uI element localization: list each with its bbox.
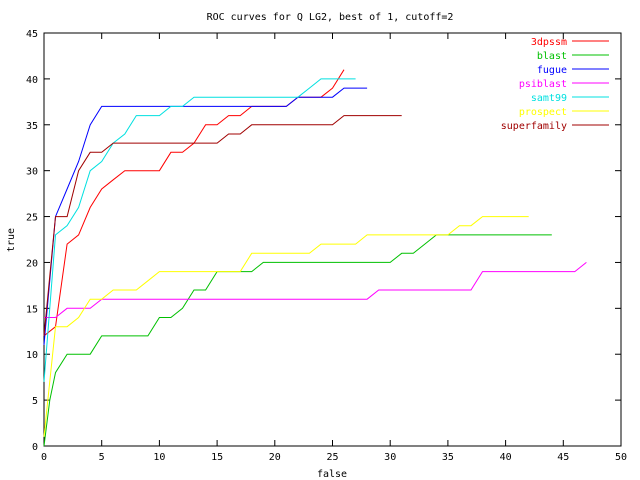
x-tick-label: 10 [153,452,165,463]
series-line-blast [43,234,552,447]
series-line-fugue [43,87,368,346]
x-tick-label: 5 [99,452,105,463]
x-tick-label: 50 [615,452,627,463]
x-tick-label: 25 [326,452,338,463]
series-line-superfamily [43,115,402,336]
legend-label-superfamily: superfamily [501,121,567,132]
x-axis-label: false [317,469,347,480]
series-line-3dpssm [43,69,345,337]
series-line-samt99 [43,78,356,382]
y-tick-label: 30 [26,167,38,178]
legend-label-psiblast: psiblast [519,79,567,90]
x-tick-label: 20 [269,452,281,463]
x-axis: 0 5 10 15 20 25 30 35 40 45 50 [41,33,627,463]
series-line-prospect [43,216,529,437]
x-tick-label: 30 [384,452,396,463]
y-tick-label: 45 [26,29,38,40]
y-tick-label: 0 [32,442,38,453]
chart-title: ROC curves for Q LG2, best of 1, cutoff=… [207,12,454,23]
series-line-psiblast [44,262,587,318]
y-tick-label: 15 [26,304,38,315]
y-tick-label: 20 [26,258,38,269]
y-axis-label: true [6,228,17,252]
legend: 3dpssm blast fugue psiblast samt99 prospect su… [501,37,609,132]
series-lines [43,69,587,447]
x-tick-label: 35 [442,452,454,463]
y-axis: 0 5 10 15 20 25 30 35 40 45 [26,29,621,453]
legend-label-samt99: samt99 [531,93,567,104]
y-tick-label: 5 [32,396,38,407]
legend-label-3dpssm: 3dpssm [531,37,567,48]
x-tick-label: 40 [500,452,512,463]
x-tick-label: 45 [557,452,569,463]
legend-label-blast: blast [537,51,567,62]
x-tick-label: 15 [211,452,223,463]
y-tick-label: 25 [26,213,38,224]
legend-label-fugue: fugue [537,65,567,76]
y-tick-label: 35 [26,121,38,132]
legend-label-prospect: prospect [519,107,567,118]
x-tick-label: 0 [41,452,47,463]
y-tick-label: 10 [26,350,38,361]
y-tick-label: 40 [26,75,38,86]
